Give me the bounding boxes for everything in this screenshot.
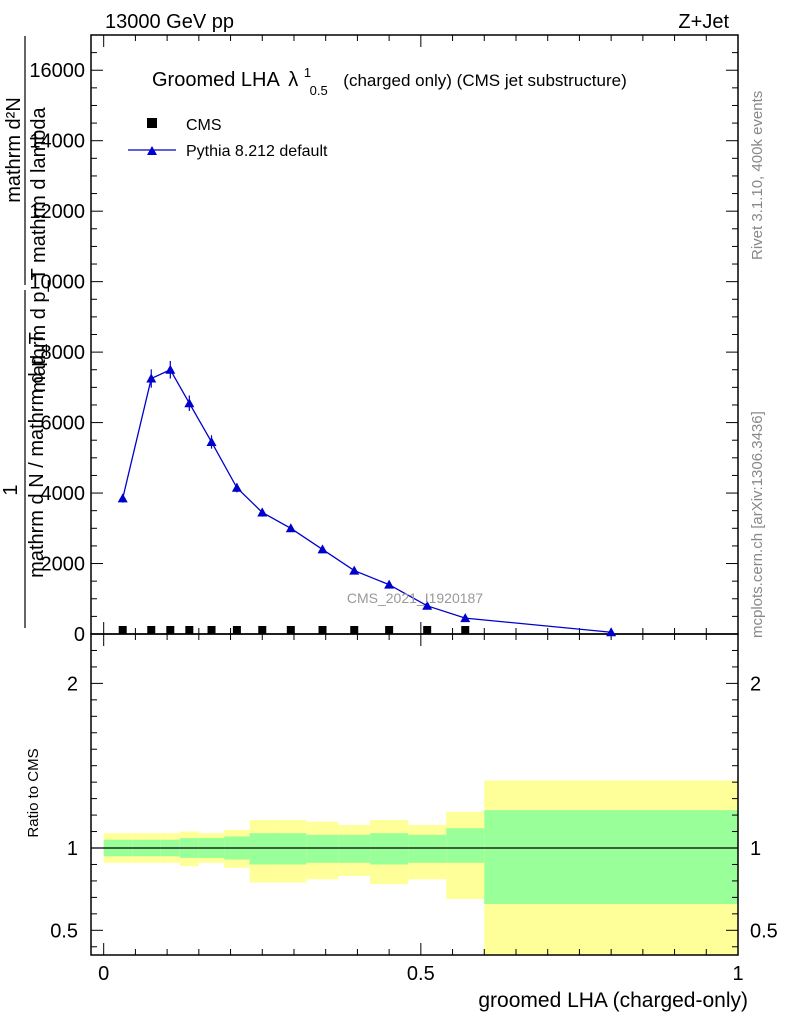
pythia-point [257, 507, 268, 517]
cms-point [166, 626, 175, 634]
cms-point [286, 626, 295, 634]
ratio-y-tick-label: 2 [67, 673, 78, 695]
ratio-band-inner [338, 834, 371, 863]
cms-series [118, 626, 470, 634]
ratio-band-inner [446, 828, 485, 863]
pythia-point [206, 436, 217, 446]
ratio-band-inner [274, 833, 307, 865]
pythia-point [606, 627, 617, 637]
y-tick-label: 10000 [29, 272, 85, 294]
y-label-denominator: mathrm d p_T mathrm d lambda [28, 106, 50, 392]
y-tick-label: 8000 [41, 342, 86, 364]
pythia-point [231, 482, 242, 492]
ratio-band-inner [306, 834, 339, 863]
ratio-band-inner [408, 834, 447, 863]
y-tick-label: 2000 [41, 554, 86, 576]
cms-point [385, 626, 394, 634]
pythia-line [122, 368, 612, 633]
ratio-y-tick-label-right: 0.5 [750, 920, 778, 942]
pythia-series [117, 360, 617, 637]
pythia-point [317, 544, 328, 554]
pythia-point [422, 600, 433, 610]
main-y-axis-label: mathrm d²N mathrm d p_T mathrm d lambda … [0, 36, 50, 628]
ratio-band-inner [370, 833, 409, 865]
cms-point [350, 626, 359, 634]
pythia-point [146, 373, 157, 383]
main-y-axis: 2000 4000 6000 8000 10000 12000 14000 16000 0 [29, 35, 739, 646]
pythia-point [184, 398, 195, 408]
y-label-one: 1 [0, 484, 22, 495]
process-label: Z+Jet [678, 11, 729, 33]
plot-title: Groomed LHA λ 1 0.5 (charged only) (CMS … [152, 60, 627, 100]
energy-label: 13000 GeV pp [105, 11, 234, 33]
ratio-uncertainty-bands [91, 780, 738, 955]
cms-point [258, 626, 267, 634]
legend-cms-label: CMS [186, 117, 222, 134]
ratio-axes: 0.5 0.5 1 1 2 2 0 0.5 1 [50, 634, 778, 985]
cms-point [232, 626, 241, 634]
analysis-watermark: CMS_2021_I1920187 [347, 590, 483, 606]
ratio-y-tick-label: 0.5 [50, 920, 78, 942]
y-tick-label: 16000 [29, 60, 85, 82]
ratio-panel-frame [90, 633, 739, 956]
cms-point [423, 626, 432, 634]
legend-cms-marker [147, 118, 157, 128]
pythia-point [384, 579, 395, 589]
legend-pythia-marker [147, 146, 157, 155]
y-tick-label: 6000 [41, 413, 86, 435]
ratio-band-inner [484, 810, 738, 904]
cms-point [207, 626, 216, 634]
y-tick-label: 12000 [29, 201, 85, 223]
ratio-y-label: Ratio to CMS [25, 748, 42, 837]
y-tick-label: 14000 [29, 131, 85, 153]
pythia-point [285, 523, 296, 533]
y-tick-label: 0 [74, 624, 85, 646]
pythia-point [460, 613, 471, 623]
ratio-y-tick-label-right: 1 [750, 838, 761, 860]
x-tick-label: 0 [98, 963, 109, 985]
cms-point [118, 626, 127, 634]
ratio-y-tick-label-right: 2 [750, 673, 761, 695]
y-tick-label: 4000 [41, 483, 86, 505]
cms-point [318, 626, 327, 634]
rivet-label: Rivet 3.1.10, 400k events [749, 91, 766, 260]
ratio-y-tick-label: 1 [67, 838, 78, 860]
x-tick-label: 0.5 [407, 963, 435, 985]
legend-pythia-label: Pythia 8.212 default [186, 143, 328, 160]
pythia-point [117, 493, 128, 503]
y-label-numerator: mathrm d²N [3, 97, 25, 203]
mcplots-label: mcplots.cern.ch [arXiv:1306.3436] [749, 411, 766, 638]
x-tick-label: 1 [732, 963, 743, 985]
pythia-point [349, 565, 360, 575]
cms-point [185, 626, 194, 634]
y-label-factor: mathrm d N / mathrm d p_T [26, 332, 48, 578]
ratio-band-inner [249, 833, 275, 865]
cms-point [147, 626, 156, 634]
pythia-point [165, 364, 176, 374]
cms-point [461, 626, 470, 634]
x-axis-label: groomed LHA (charged-only) [478, 989, 748, 1012]
